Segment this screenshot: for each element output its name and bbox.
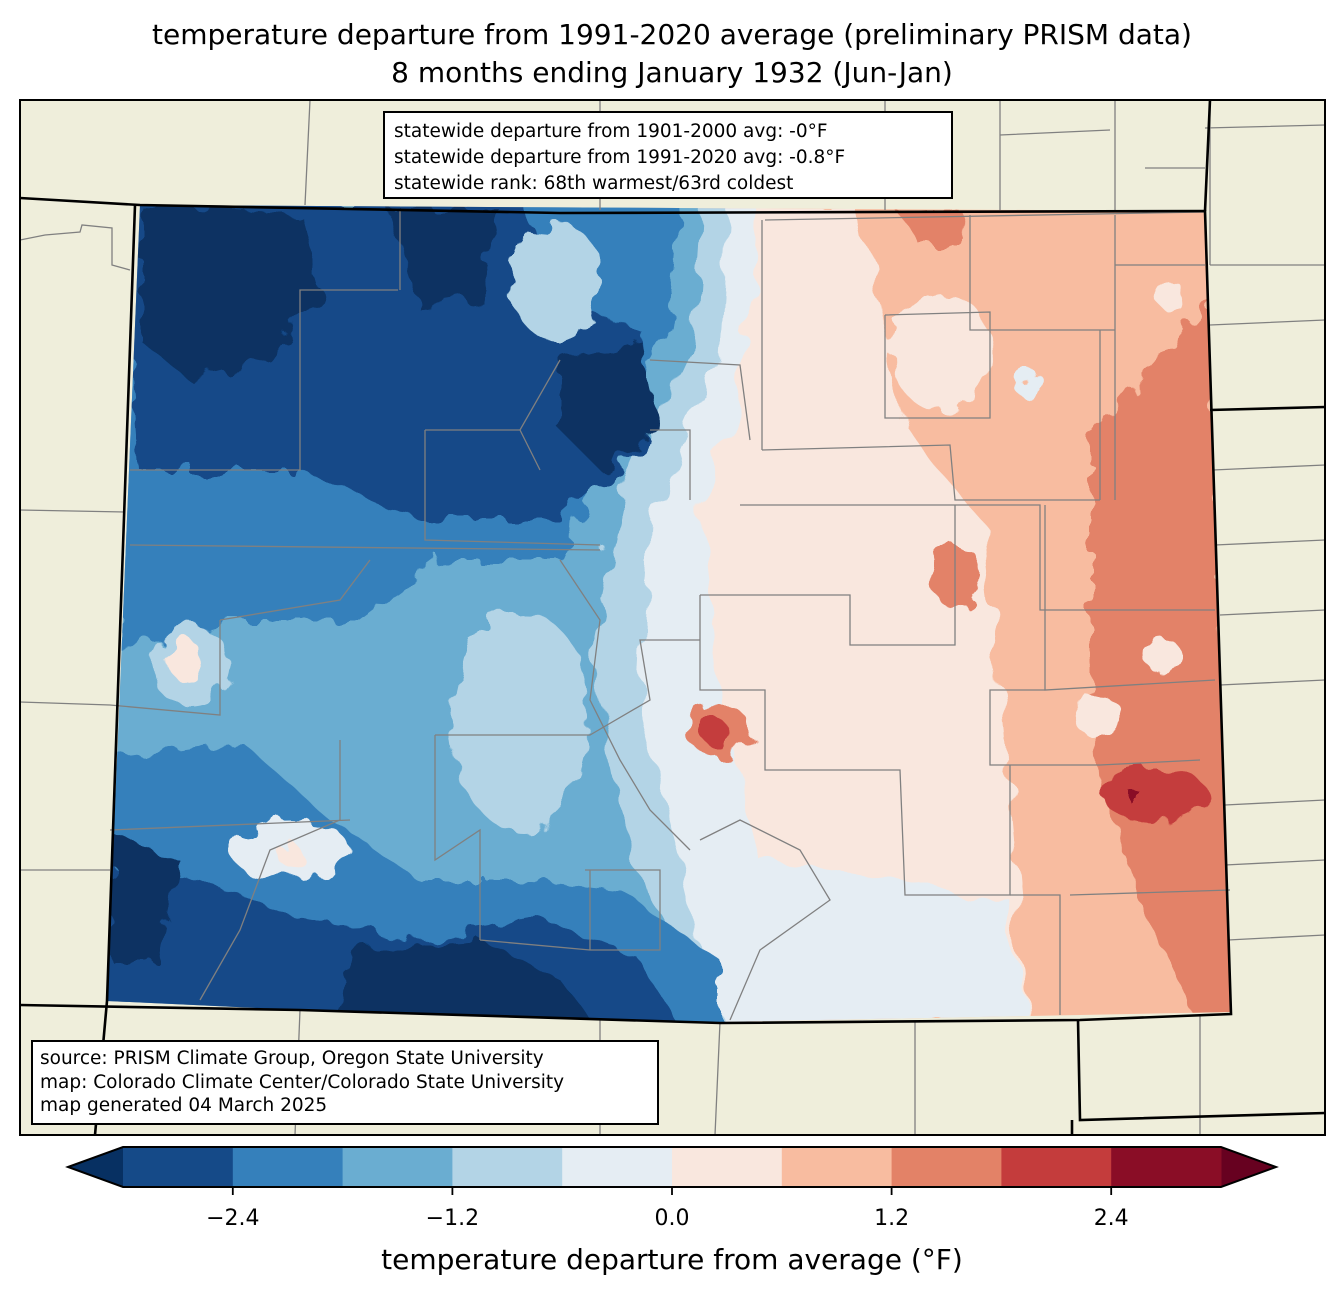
colorbar <box>65 1146 1279 1195</box>
colorbar-segment <box>672 1147 783 1187</box>
colorbar-segment <box>562 1147 673 1187</box>
colorbar-segment <box>1001 1147 1112 1187</box>
stat-departure-1901-2000: statewide departure from 1901-2000 avg: … <box>394 121 828 142</box>
colorbar-tick-label: 0.0 <box>654 1206 690 1231</box>
colorbar-tick-label: 1.2 <box>874 1206 910 1231</box>
contour-under-south <box>340 940 600 1022</box>
colorado-border <box>20 196 1233 1025</box>
stat-departure-1991-2020: statewide departure from 1991-2020 avg: … <box>394 147 846 168</box>
colorbar-segment <box>452 1147 563 1187</box>
colorbar-segment <box>342 1147 453 1187</box>
contour-light-north-park <box>510 220 600 340</box>
colorbar-segment <box>232 1147 344 1187</box>
colorbar-segment <box>1111 1147 1222 1187</box>
map-subtitle: 8 months ending January 1932 (Jun-Jan) <box>391 56 953 89</box>
statewide-stats-box: statewide departure from 1901-2000 avg: … <box>383 111 953 199</box>
credit-generated: map generated 04 March 2025 <box>40 1095 328 1116</box>
credit-box: source: PRISM Climate Group, Oregon Stat… <box>31 1040 659 1125</box>
contour-under-nw <box>140 205 320 380</box>
contour-max-spot <box>1128 790 1138 800</box>
credit-map: map: Colorado Climate Center/Colorado St… <box>40 1071 565 1093</box>
contour-light-san-luis <box>450 610 590 830</box>
contour-warm-ne <box>900 210 970 245</box>
stat-rank: statewide rank: 68th warmest/63rd coldes… <box>394 173 794 194</box>
colorbar-tick-label: −1.2 <box>425 1206 480 1231</box>
contour-under-n <box>390 210 500 310</box>
colorbar-extend-under <box>68 1147 123 1187</box>
map-frame <box>19 99 1326 1136</box>
colorbar-segment <box>781 1147 893 1187</box>
colorbar-extend-over <box>1221 1147 1276 1187</box>
map-title: temperature departure from 1991-2020 ave… <box>152 18 1192 51</box>
credit-source: source: PRISM Climate Group, Oregon Stat… <box>40 1048 544 1069</box>
colorbar-outline <box>65 1146 1279 1188</box>
colorbar-label: temperature departure from average (°F) <box>381 1243 963 1276</box>
contour-under-nc <box>560 340 660 470</box>
colorbar-tick-label: −2.4 <box>206 1206 260 1231</box>
contour-hot-kit-carson <box>1103 767 1207 823</box>
contour-under-sw <box>110 830 180 960</box>
colorbar-tick-label: 2.4 <box>1093 1206 1129 1231</box>
colorbar-segment <box>123 1147 234 1187</box>
colorbar-segment <box>891 1147 1002 1187</box>
temperature-field <box>107 205 1231 1022</box>
